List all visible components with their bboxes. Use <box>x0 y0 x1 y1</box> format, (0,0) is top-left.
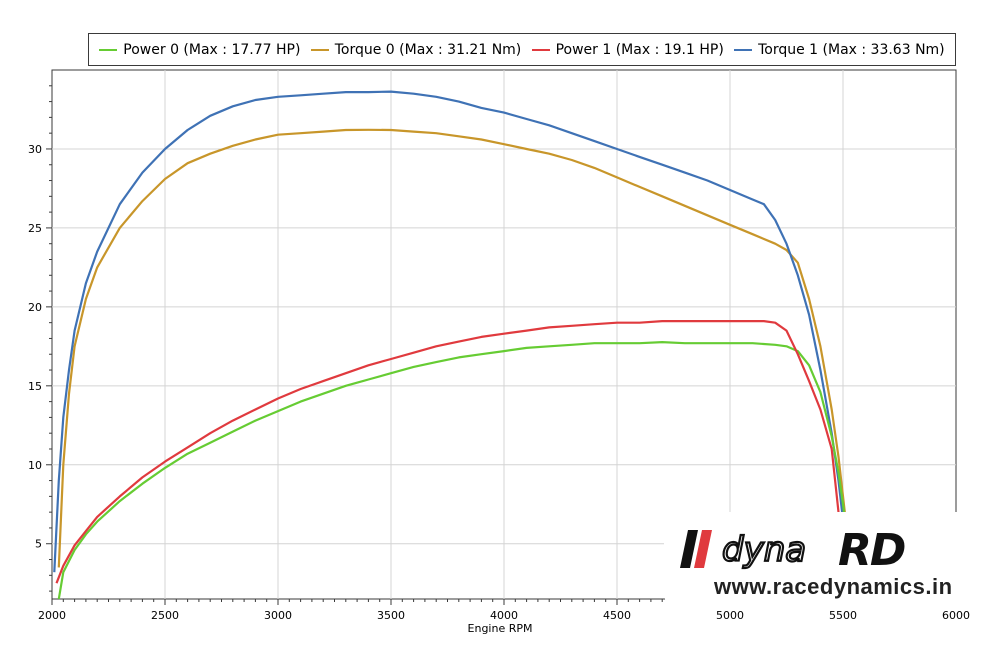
y-gridlines <box>52 148 956 545</box>
y-tick-label: 30 <box>28 143 42 156</box>
y-tick-label: 15 <box>28 380 42 393</box>
y-tick-labels: 5 10 15 20 25 30 <box>28 143 42 551</box>
svg-text:dyna: dyna <box>722 530 806 570</box>
y-tick-label: 20 <box>28 301 42 314</box>
dynard-logo-mark: dyna RD <box>680 528 907 570</box>
legend-label: Torque 1 (Max : 33.63 Nm) <box>758 41 945 58</box>
y-tick-label: 25 <box>28 222 42 235</box>
svg-text:RD: RD <box>838 528 905 570</box>
legend-label: Power 0 (Max : 17.77 HP) <box>123 41 301 58</box>
series-line-3 <box>55 320 840 584</box>
series-line-1 <box>57 341 849 600</box>
x-tick-label: 5500 <box>829 609 857 622</box>
logo-url: www.racedynamics.in <box>714 574 953 599</box>
series-lines <box>53 90 854 600</box>
legend-swatch <box>734 48 753 51</box>
series-line-2 <box>57 128 854 568</box>
x-tick-labels: 2000 2500 3000 3500 4000 4500 5000 5500 6000 <box>38 609 970 622</box>
legend-swatch <box>531 48 550 51</box>
legend-swatch <box>99 48 118 51</box>
legend-item: Power 0 (Max : 17.77 HP) <box>99 42 300 58</box>
x-tick-label: 2000 <box>38 609 66 622</box>
legend-label: Power 1 (Max : 19.1 HP) <box>555 41 724 58</box>
legend-item: Torque 0 (Max : 31.21 Nm) <box>310 41 522 58</box>
x-tick-label: 3500 <box>377 609 405 622</box>
y-tick-label: 5 <box>35 538 42 551</box>
x-tick-label: 3000 <box>264 609 292 622</box>
y-tick-label: 10 <box>28 459 42 472</box>
legend-label: Torque 0 (Max : 31.21 Nm) <box>334 41 522 58</box>
dynard-logo: dyna RD www.racedynamics.in <box>664 512 974 608</box>
legend-swatch <box>310 48 329 51</box>
legend: Power 0 (Max : 17.77 HP) Torque 0 (Max : … <box>88 33 956 66</box>
x-tick-label: 6000 <box>942 609 970 622</box>
series-line-4 <box>53 90 847 573</box>
x-tick-label: 5000 <box>716 609 744 622</box>
x-axis-title: Engine RPM <box>467 622 533 635</box>
x-tick-label: 2500 <box>151 609 179 622</box>
x-tick-label: 4000 <box>490 609 518 622</box>
legend-item: Power 1 (Max : 19.1 HP) <box>531 41 724 58</box>
x-tick-label: 4500 <box>603 609 631 622</box>
legend-item: Torque 1 (Max : 33.63 Nm) <box>734 42 945 58</box>
